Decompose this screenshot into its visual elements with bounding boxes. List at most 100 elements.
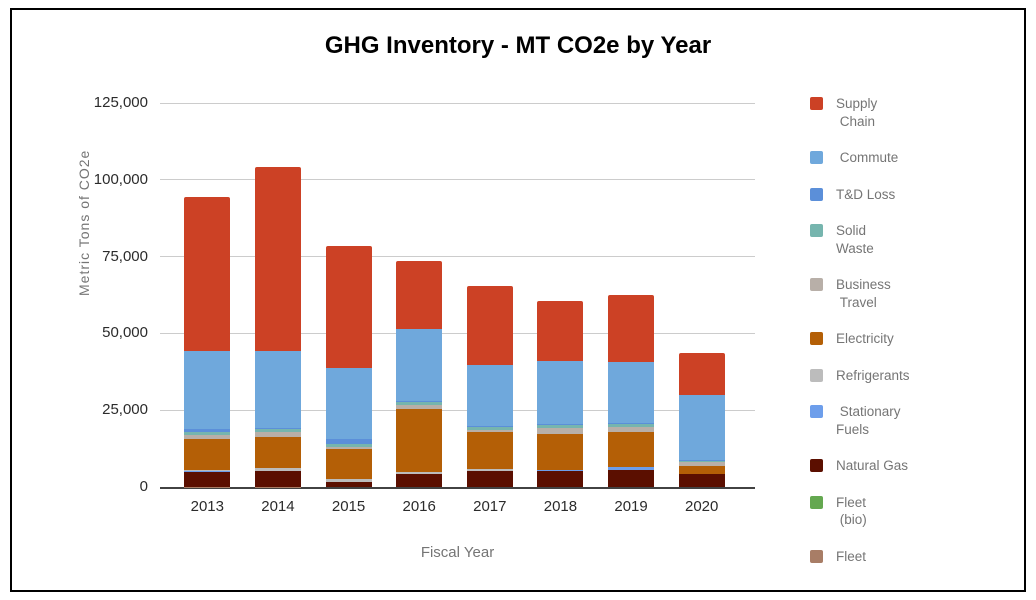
bar-segment-2015-solid-waste[interactable] — [325, 443, 372, 447]
bar-segment-2013-natural-gas[interactable] — [184, 471, 231, 487]
bar-segment-2020-natural-gas[interactable] — [678, 474, 725, 487]
legend-item-electricity[interactable]: Electricity — [810, 330, 1020, 348]
bar-segment-2014-commute[interactable] — [254, 351, 301, 428]
chart-frame — [10, 8, 1026, 592]
bar-segment-2020-solid-waste[interactable] — [678, 460, 725, 463]
bar-segment-2018-commute[interactable] — [537, 360, 584, 425]
bar-segment-2019-business-travel[interactable] — [608, 426, 655, 432]
bar-segment-2018-supply-chain[interactable] — [537, 300, 584, 361]
bar-segment-2019-supply-chain[interactable] — [608, 294, 655, 363]
bar-2013[interactable] — [184, 196, 231, 487]
bar-segment-2019-electricity[interactable] — [608, 431, 655, 467]
bar-2019[interactable] — [608, 294, 655, 487]
bar-segment-2016-solid-waste[interactable] — [396, 402, 443, 405]
bar-segment-2015-electricity[interactable] — [325, 448, 372, 480]
bar-segment-2013-commute[interactable] — [184, 350, 231, 430]
bar-segment-2015-refrigerants[interactable] — [325, 479, 372, 482]
bar-segment-2016-electricity[interactable] — [396, 408, 443, 472]
bar-segment-2016-natural-gas[interactable] — [396, 473, 443, 487]
legend-item-fleet-bio-[interactable]: Fleet (bio) — [810, 494, 1020, 529]
bar-segment-2020-electricity[interactable] — [678, 466, 725, 474]
bar-segment-2017-solid-waste[interactable] — [466, 427, 513, 431]
bar-segment-2015-natural-gas[interactable] — [325, 481, 372, 487]
x-tick-label-2019: 2019 — [614, 498, 648, 515]
bar-segment-2015-business-travel[interactable] — [325, 447, 372, 449]
legend-item-natural-gas[interactable]: Natural Gas — [810, 457, 1020, 475]
bar-segment-2014-electricity[interactable] — [254, 436, 301, 469]
legend-swatch-icon — [810, 224, 823, 237]
y-tick-label-0: 0 — [139, 478, 148, 495]
bar-segment-2015-supply-chain[interactable] — [325, 246, 372, 369]
bar-segment-2018-business-travel[interactable] — [537, 427, 584, 434]
x-tick-label-2015: 2015 — [331, 498, 366, 515]
legend-item-commute[interactable]: Commute — [810, 149, 1020, 167]
bar-segment-2013-refrigerants[interactable] — [184, 470, 231, 472]
bar-segment-2014-supply-chain[interactable] — [254, 166, 301, 352]
legend-swatch-icon — [810, 187, 823, 201]
chart-title: GHG Inventory - MT CO2e by Year — [324, 32, 712, 59]
legend-item-solid-waste[interactable]: Solid Waste — [810, 222, 1020, 257]
legend-item-t-d-loss[interactable]: T&D Loss — [810, 186, 1020, 204]
bar-segment-2015-t-d-loss[interactable] — [325, 438, 372, 444]
bar-segment-2014-natural-gas[interactable] — [254, 471, 301, 487]
x-axis-ticks: 2013 2014 2015 2016 2017 2018 2019 2020 — [160, 498, 755, 518]
legend-item-supply-chain[interactable]: Supply Chain — [810, 95, 1020, 130]
bar-segment-2013-t-d-loss[interactable] — [184, 429, 231, 432]
bar-segment-2017-refrigerants[interactable] — [466, 468, 513, 471]
y-tick-label-75000: 75,000 — [102, 247, 148, 265]
bar-segment-2020-business-travel[interactable] — [678, 462, 725, 467]
bar-segment-2013-electricity[interactable] — [184, 439, 231, 471]
bar-segment-2014-solid-waste[interactable] — [254, 429, 301, 433]
x-tick-label-2016: 2016 — [402, 498, 436, 515]
bar-segment-2017-supply-chain[interactable] — [466, 285, 513, 366]
bar-segment-2020-supply-chain[interactable] — [678, 353, 725, 396]
bar-segment-2019-natural-gas[interactable] — [608, 469, 655, 487]
bar-segment-2018-t-d-loss[interactable] — [537, 424, 584, 426]
bar-segment-2017-natural-gas[interactable] — [466, 471, 513, 487]
bar-segment-2019-stationary-fuels[interactable] — [608, 466, 655, 470]
bar-segment-2014-business-travel[interactable] — [254, 432, 301, 437]
bar-2015[interactable] — [325, 246, 372, 487]
bar-segment-2013-solid-waste[interactable] — [184, 431, 231, 436]
y-tick-label-25000: 25,000 — [102, 401, 148, 419]
legend-swatch-icon — [810, 368, 823, 382]
bar-segment-2018-refrigerants[interactable] — [537, 469, 584, 471]
bar-segment-2016-commute[interactable] — [396, 329, 443, 401]
legend-swatch-icon — [810, 549, 823, 563]
bar-segment-2017-electricity[interactable] — [466, 432, 513, 469]
plot-area — [160, 102, 755, 489]
bar-2017[interactable] — [466, 285, 513, 487]
bar-segment-2017-business-travel[interactable] — [466, 430, 513, 433]
legend-item-business-travel[interactable]: Business Travel — [810, 276, 1020, 311]
bar-2014[interactable] — [254, 166, 301, 487]
bar-2018[interactable] — [537, 300, 584, 487]
bar-segment-2020-t-d-loss[interactable] — [678, 460, 725, 461]
bar-segment-2014-t-d-loss[interactable] — [254, 427, 301, 430]
legend-item-refrigerants[interactable]: Refrigerants — [810, 367, 1020, 385]
bar-segment-2013-supply-chain[interactable] — [184, 196, 231, 351]
bar-segment-2019-t-d-loss[interactable] — [608, 423, 655, 425]
bar-2020[interactable] — [678, 353, 725, 487]
bar-segment-2016-refrigerants[interactable] — [396, 471, 443, 474]
bar-segment-2018-natural-gas[interactable] — [537, 470, 584, 487]
bar-segment-2017-t-d-loss[interactable] — [466, 426, 513, 428]
bar-segment-2019-commute[interactable] — [608, 362, 655, 424]
x-axis-baseline — [160, 487, 755, 489]
legend-label: Refrigerants — [836, 367, 910, 383]
legend-item-fleet[interactable]: Fleet — [810, 548, 1020, 566]
bar-segment-2016-business-travel[interactable] — [396, 404, 443, 409]
bar-segment-2014-refrigerants[interactable] — [254, 468, 301, 471]
y-axis-ticks: 0 25,000 50,000 75,000 100,000 125,000 — [88, 94, 152, 495]
bar-segment-2018-electricity[interactable] — [537, 433, 584, 470]
legend-label: Solid Waste — [836, 223, 874, 256]
bar-segment-2016-t-d-loss[interactable] — [396, 400, 443, 402]
bar-segment-2016-supply-chain[interactable] — [396, 261, 443, 330]
bar-2016[interactable] — [396, 261, 443, 487]
bar-segment-2019-solid-waste[interactable] — [608, 424, 655, 427]
legend-item-stationary-fuels[interactable]: Stationary Fuels — [810, 403, 1020, 438]
bar-segment-2020-commute[interactable] — [678, 395, 725, 461]
bar-segment-2015-commute[interactable] — [325, 368, 372, 439]
bar-segment-2017-commute[interactable] — [466, 365, 513, 427]
bar-segment-2018-solid-waste[interactable] — [537, 425, 584, 428]
bar-segment-2013-business-travel[interactable] — [184, 435, 231, 440]
